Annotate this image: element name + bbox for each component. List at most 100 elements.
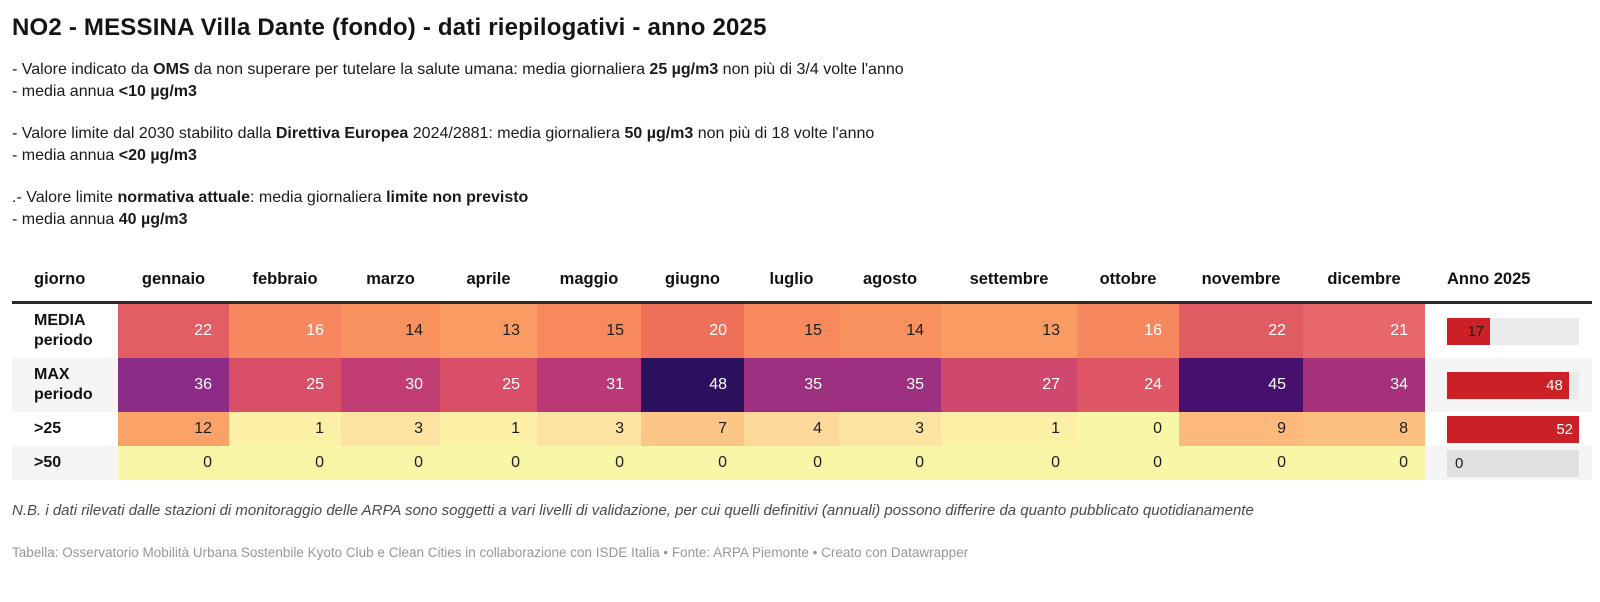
- anno-bar-value: 48: [1546, 376, 1563, 394]
- source-attribution: Tabella: Osservatorio Mobilità Urbana So…: [12, 545, 969, 560]
- note-block-3: .- Valore limite normativa attuale: medi…: [12, 187, 1580, 230]
- cell-max-maggio: 31: [537, 358, 641, 412]
- note-text-bold: 40 µg/m3: [118, 210, 188, 228]
- note-text-bold: 50 µg/m3: [624, 125, 694, 142]
- column-header-aprile: aprile: [440, 257, 537, 304]
- cell-media-marzo: 14: [341, 302, 440, 358]
- cell-gt25-aprile: 1: [440, 412, 537, 446]
- column-header-giorno: giorno: [12, 257, 118, 304]
- column-header-maggio: maggio: [537, 257, 641, 304]
- note-line: - media annua 40 µg/m3: [12, 209, 1580, 231]
- cell-media-settembre: 13: [941, 302, 1077, 358]
- cell-max-febbraio: 25: [229, 358, 341, 412]
- anno-cell-gt25: 52: [1425, 412, 1592, 446]
- cell-media-novembre: 22: [1179, 302, 1303, 358]
- row-label-gt50: >50: [12, 446, 118, 480]
- cell-max-settembre: 27: [941, 358, 1077, 412]
- column-header-ottobre: ottobre: [1077, 257, 1179, 304]
- note-text: - Valore indicato da: [12, 61, 154, 78]
- column-header-luglio: luglio: [744, 257, 839, 304]
- row-label-max: MAX periodo: [12, 358, 118, 412]
- datawrapper-table-widget: NO2 - MESSINA Villa Dante (fondo) - dati…: [12, 14, 1592, 560]
- cell-gt25-marzo: 3: [341, 412, 440, 446]
- note-text-bold: <10 µg/m3: [118, 82, 197, 100]
- cell-gt50-marzo: 0: [341, 446, 440, 480]
- cell-media-luglio: 15: [744, 302, 839, 358]
- cell-gt25-dicembre: 8: [1303, 412, 1425, 446]
- validation-footnote: N.B. i dati rilevati dalle stazioni di m…: [12, 502, 1254, 519]
- column-header-dicembre: dicembre: [1303, 257, 1425, 304]
- row-label-media: MEDIA periodo: [12, 302, 118, 358]
- note-text: non più di 3/4 volte l'anno: [718, 61, 904, 78]
- note-text: - media annua: [12, 146, 119, 164]
- cell-gt25-agosto: 3: [839, 412, 941, 446]
- anno-bar-fill: 17: [1447, 317, 1491, 345]
- note-line: - Valore indicato da OMS da non superare…: [12, 59, 1580, 81]
- row-label-line: periodo: [34, 386, 93, 403]
- note-text: .- Valore limite: [12, 189, 118, 206]
- note-line: .- Valore limite normativa attuale: medi…: [12, 187, 1580, 209]
- note-text-bold: Direttiva Europea: [275, 125, 409, 142]
- row-label-line: >50: [34, 454, 62, 471]
- column-header-settembre: settembre: [941, 257, 1077, 304]
- anno-bar-fill: 48: [1447, 371, 1569, 399]
- limit-notes: - Valore indicato da OMS da non superare…: [12, 59, 1580, 230]
- cell-gt50-gennaio: 0: [118, 446, 229, 480]
- table-header-row: giorno gennaio febbraio marzo aprile maggio gi…: [12, 257, 1592, 304]
- cell-gt50-ottobre: 0: [1077, 446, 1179, 480]
- row-label-line: periodo: [34, 332, 93, 349]
- cell-gt50-maggio: 0: [537, 446, 641, 480]
- cell-media-gennaio: 22: [118, 302, 229, 358]
- cell-max-dicembre: 34: [1303, 358, 1425, 412]
- anno-bar-track: 17: [1447, 317, 1579, 345]
- anno-cell-max: 48: [1425, 358, 1592, 412]
- cell-gt50-aprile: 0: [440, 446, 537, 480]
- note-text-bold: limite non previsto: [386, 189, 529, 206]
- cell-gt50-luglio: 0: [744, 446, 839, 480]
- anno-bar-value: 0: [1455, 454, 1464, 472]
- page-title: NO2 - MESSINA Villa Dante (fondo) - dati…: [12, 14, 767, 41]
- note-text-bold: OMS: [153, 61, 190, 78]
- cell-max-luglio: 35: [744, 358, 839, 412]
- note-text: da non superare per tutelare la salute u…: [189, 61, 650, 78]
- note-text: - media annua: [12, 82, 119, 100]
- anno-bar-track: 48: [1447, 371, 1579, 399]
- note-line: - media annua <10 µg/m3: [12, 81, 1580, 103]
- cell-max-agosto: 35: [839, 358, 941, 412]
- note-text-bold: <20 µg/m3: [118, 146, 197, 164]
- note-text: - media annua: [12, 210, 119, 228]
- cell-media-agosto: 14: [839, 302, 941, 358]
- cell-gt25-ottobre: 0: [1077, 412, 1179, 446]
- cell-max-gennaio: 36: [118, 358, 229, 412]
- column-header-anno: Anno 2025: [1425, 257, 1592, 304]
- cell-media-febbraio: 16: [229, 302, 341, 358]
- note-text: non più di 18 volte l'anno: [693, 125, 875, 142]
- table-row-gt25: >25 12 1 3 1 3 7 4 3 1 0 9 8 52: [12, 412, 1592, 446]
- column-header-novembre: novembre: [1179, 257, 1303, 304]
- cell-media-giugno: 20: [641, 302, 744, 358]
- anno-bar-track: 0: [1447, 449, 1579, 477]
- row-label-line: >25: [34, 420, 62, 437]
- table-row-media: MEDIA periodo 22 16 14 13 15 20 15 14 13 16 22 21 17: [12, 302, 1592, 358]
- column-header-agosto: agosto: [839, 257, 941, 304]
- cell-media-ottobre: 16: [1077, 302, 1179, 358]
- note-text-bold: normativa attuale: [117, 189, 250, 206]
- note-text: 2024/2881: media giornaliera: [408, 125, 625, 142]
- anno-cell-gt50: 0: [1425, 446, 1592, 480]
- cell-media-maggio: 15: [537, 302, 641, 358]
- note-line: - media annua <20 µg/m3: [12, 145, 1580, 167]
- cell-gt50-settembre: 0: [941, 446, 1077, 480]
- cell-max-giugno: 48: [641, 358, 744, 412]
- cell-gt50-febbraio: 0: [229, 446, 341, 480]
- cell-gt50-agosto: 0: [839, 446, 941, 480]
- note-block-2: - Valore limite dal 2030 stabilito dalla…: [12, 123, 1580, 166]
- note-text: : media giornaliera: [250, 189, 387, 206]
- table-row-gt50: >50 0 0 0 0 0 0 0 0 0 0 0 0 0: [12, 446, 1592, 480]
- cell-gt50-dicembre: 0: [1303, 446, 1425, 480]
- column-header-marzo: marzo: [341, 257, 440, 304]
- cell-max-marzo: 30: [341, 358, 440, 412]
- note-block-1: - Valore indicato da OMS da non superare…: [12, 59, 1580, 102]
- table-body: MEDIA periodo 22 16 14 13 15 20 15 14 13 16 22 21 17 MA…: [12, 302, 1592, 480]
- cell-gt25-febbraio: 1: [229, 412, 341, 446]
- no2-summary-table: giorno gennaio febbraio marzo aprile maggio gi…: [12, 257, 1592, 480]
